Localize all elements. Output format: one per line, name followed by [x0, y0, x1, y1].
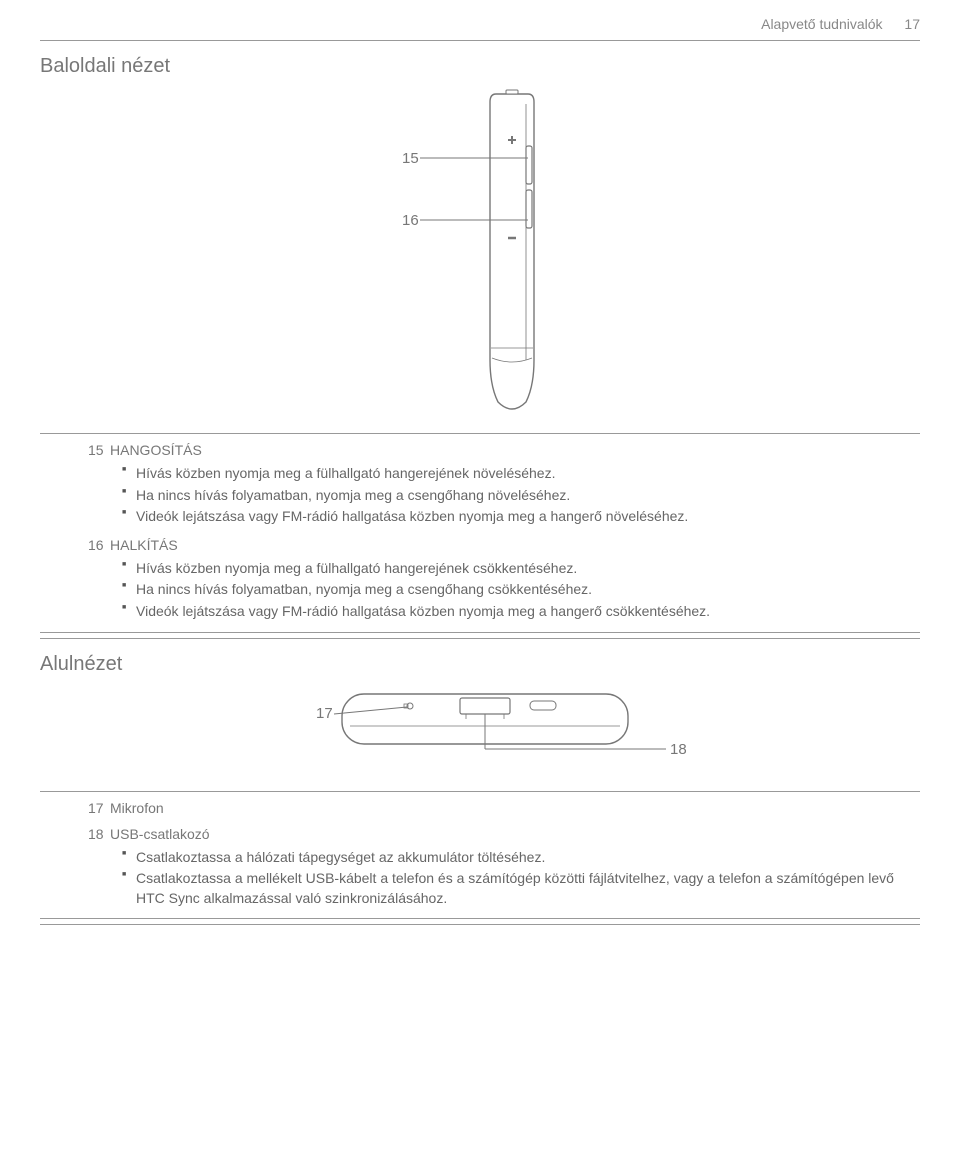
bullet-item: Ha nincs hívás folyamatban, nyomja meg a…	[122, 580, 920, 600]
bullet-item: Videók lejátszása vagy FM-rádió hallgatá…	[122, 507, 920, 527]
side-diagram: 1516	[40, 86, 920, 419]
definition-label: USB-csatlakozó	[110, 826, 210, 842]
definition-label: HANGOSÍTÁS	[110, 442, 202, 458]
definition-item: 16HALKÍTÁS Hívás közben nyomja meg a fülh…	[40, 537, 920, 622]
double-rule	[40, 632, 920, 639]
definition-label: Mikrofon	[110, 800, 164, 816]
rule	[40, 433, 920, 434]
chapter-title: Alapvető tudnivalók	[761, 16, 882, 32]
bullet-list: Hívás közben nyomja meg a fülhallgató ha…	[40, 464, 920, 527]
definition-head: 15HANGOSÍTÁS	[40, 442, 920, 458]
section-title: Alulnézet	[40, 653, 920, 676]
bullet-item: Ha nincs hívás folyamatban, nyomja meg a…	[122, 486, 920, 506]
bullet-item: Hívás közben nyomja meg a fülhallgató ha…	[122, 464, 920, 484]
rule	[40, 791, 920, 792]
double-rule	[40, 918, 920, 925]
definition-head: 16HALKÍTÁS	[40, 537, 920, 553]
callout-number: 18	[88, 826, 110, 842]
definition-item: 15HANGOSÍTÁS Hívás közben nyomja meg a fü…	[40, 442, 920, 527]
callout-number: 17	[88, 800, 110, 816]
callout-number: 15	[88, 442, 110, 458]
page-number: 17	[904, 16, 920, 32]
svg-text:16: 16	[402, 212, 419, 229]
section-bottom-view: Alulnézet 1718 17Mikrofon18USB-csatlakoz…	[40, 653, 920, 926]
phone-bottom-svg: 1718	[130, 684, 830, 774]
bullet-item: Hívás közben nyomja meg a fülhallgató ha…	[122, 559, 920, 579]
section-title: Baloldali nézet	[40, 55, 920, 78]
definition-item: 17Mikrofon	[40, 800, 920, 816]
definition-head: 17Mikrofon	[40, 800, 920, 816]
callout-number: 16	[88, 537, 110, 553]
definition-item: 18USB-csatlakozó Csatlakoztassa a hálózat…	[40, 826, 920, 909]
bullet-list: Csatlakoztassa a hálózati tápegységet az…	[40, 848, 920, 909]
bottom-diagram: 1718	[40, 684, 920, 777]
svg-text:15: 15	[402, 150, 419, 167]
bullet-list: Hívás közben nyomja meg a fülhallgató ha…	[40, 559, 920, 622]
svg-text:17: 17	[316, 705, 333, 722]
section-left-view: Baloldali nézet 1516 15HANGOSÍTÁSHívás k…	[40, 55, 920, 639]
definition-list: 17Mikrofon18USB-csatlakozóCsatlakoztassa…	[40, 800, 920, 909]
bullet-item: Videók lejátszása vagy FM-rádió hallgatá…	[122, 602, 920, 622]
definition-list: 15HANGOSÍTÁS Hívás közben nyomja meg a fü…	[40, 442, 920, 622]
header-rule	[40, 40, 920, 41]
bullet-item: Csatlakoztassa a hálózati tápegységet az…	[122, 848, 920, 868]
phone-side-svg: 1516	[270, 86, 690, 416]
page-header: Alapvető tudnivalók 17	[40, 16, 920, 32]
svg-text:18: 18	[670, 741, 687, 758]
definition-label: HALKÍTÁS	[110, 537, 178, 553]
definition-head: 18USB-csatlakozó	[40, 826, 920, 842]
bullet-item: Csatlakoztassa a mellékelt USB-kábelt a …	[122, 869, 920, 908]
